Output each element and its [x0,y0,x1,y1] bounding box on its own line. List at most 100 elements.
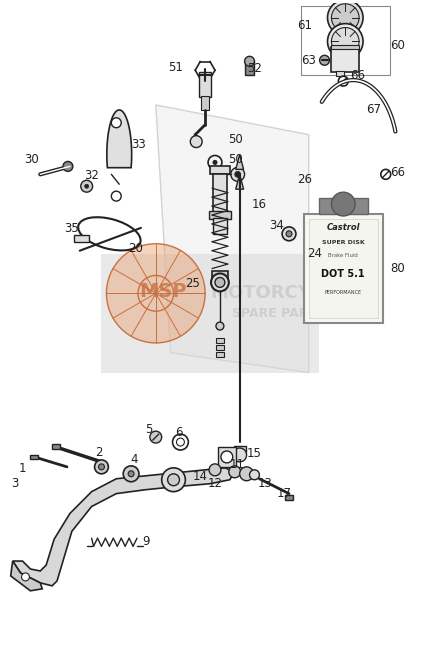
Circle shape [320,55,330,65]
Text: 35: 35 [64,222,79,235]
Text: 50: 50 [228,133,243,146]
Circle shape [327,24,363,59]
Text: 25: 25 [185,277,200,290]
Text: 2: 2 [95,446,102,459]
Bar [74,235,89,242]
Text: DOT 5.1: DOT 5.1 [321,269,365,279]
Circle shape [229,466,241,478]
Circle shape [209,464,221,476]
Bar [101,254,318,373]
Circle shape [221,451,233,463]
Bar [318,198,368,214]
Text: 5: 5 [145,423,152,436]
Text: 16: 16 [252,198,267,211]
Bar [216,352,224,357]
Polygon shape [13,468,235,586]
Circle shape [81,180,92,192]
Text: 30: 30 [24,153,39,166]
Text: 63: 63 [301,54,316,67]
Bar [331,47,359,72]
Bar [216,345,224,350]
Text: 6: 6 [175,426,182,439]
Circle shape [21,573,30,581]
Circle shape [85,184,89,188]
Bar [212,271,228,278]
Bar [210,166,230,174]
Text: 32: 32 [84,169,98,182]
Bar [213,174,227,214]
Circle shape [111,118,121,128]
Circle shape [235,171,241,177]
Circle shape [331,192,355,216]
Bar [213,218,227,234]
Text: 15: 15 [247,448,262,461]
Text: 61: 61 [297,19,312,32]
Circle shape [215,277,225,287]
Circle shape [250,470,259,480]
Circle shape [231,167,244,181]
Circle shape [233,448,247,462]
Text: 51: 51 [169,61,184,74]
Text: 26: 26 [297,173,312,186]
Polygon shape [11,561,42,591]
Text: Brake Fluid: Brake Fluid [328,253,358,258]
Text: 1: 1 [19,462,26,475]
Text: 14: 14 [193,470,208,483]
Bar [234,446,246,452]
Polygon shape [236,174,244,189]
Circle shape [244,56,255,66]
Circle shape [190,136,202,148]
Text: 3: 3 [11,477,18,490]
Text: 33: 33 [131,138,146,151]
Bar [301,6,389,75]
Circle shape [111,191,121,201]
Circle shape [331,28,359,55]
Bar [52,444,60,449]
Bar [309,219,378,318]
Circle shape [327,0,363,36]
Text: 17: 17 [277,487,292,500]
Circle shape [216,322,224,330]
Text: 67: 67 [366,103,381,117]
Text: 80: 80 [391,262,405,275]
Circle shape [150,431,162,443]
Text: MOTORCYCLE: MOTORCYCLE [211,284,348,302]
Text: SUPER DISK: SUPER DISK [322,240,365,245]
Text: 12: 12 [208,477,223,490]
Text: Castrol: Castrol [327,223,360,231]
Circle shape [211,274,229,291]
Bar [201,96,209,110]
Circle shape [286,231,292,237]
Bar [216,338,224,343]
Text: 52: 52 [247,62,262,75]
Bar [336,71,344,76]
Text: 20: 20 [128,242,143,255]
Polygon shape [107,110,132,168]
Bar [199,72,211,97]
Text: 9: 9 [142,535,150,548]
Text: 4: 4 [130,453,138,466]
Circle shape [240,467,253,481]
Polygon shape [156,105,309,373]
Text: 60: 60 [389,39,404,52]
Bar [218,447,236,467]
Text: 66: 66 [350,69,365,82]
Circle shape [282,227,296,241]
Text: SPARE PARTS: SPARE PARTS [232,307,326,320]
Text: 13: 13 [257,477,272,490]
Circle shape [213,160,217,164]
Bar [30,455,39,459]
Circle shape [123,466,139,482]
Circle shape [95,460,108,474]
Bar [304,214,383,323]
Bar [331,46,359,49]
Text: MSP: MSP [139,282,187,301]
Text: 34: 34 [269,219,284,233]
Text: 24: 24 [307,247,322,260]
Circle shape [63,161,73,171]
Text: PERFORMANCE: PERFORMANCE [325,290,362,295]
Text: 11: 11 [230,458,245,471]
Circle shape [107,244,205,343]
Circle shape [128,471,134,477]
Circle shape [168,474,179,486]
